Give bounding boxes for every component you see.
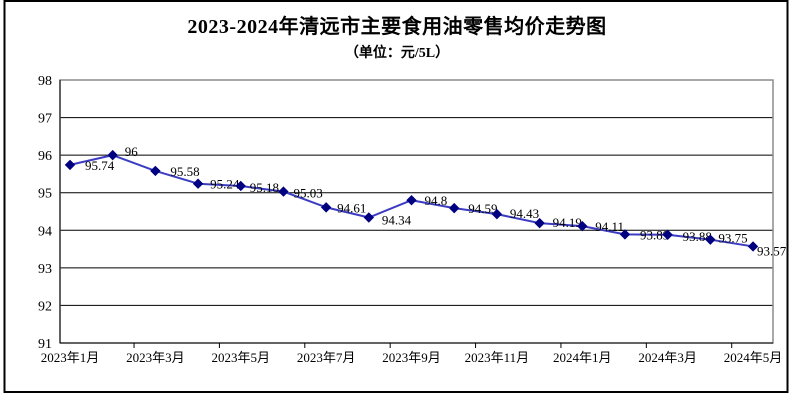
y-axis-tick-label: 91 <box>38 337 52 352</box>
data-point-marker <box>449 202 460 214</box>
data-point-marker <box>107 149 118 161</box>
y-axis-tick-label: 92 <box>38 299 52 314</box>
data-label: 95.74 <box>85 158 115 173</box>
data-point-marker <box>150 165 161 177</box>
chart-subtitle: （单位：元/5L） <box>344 46 450 61</box>
data-point-marker <box>491 208 503 220</box>
data-label: 95.18 <box>250 180 279 195</box>
data-label: 94.11 <box>595 219 624 234</box>
x-axis-tick-label: 2023年1月 <box>41 350 100 365</box>
data-label: 94.19 <box>553 215 582 230</box>
data-label: 96 <box>125 144 139 159</box>
data-point-marker <box>235 180 246 192</box>
data-label: 94.34 <box>382 213 412 228</box>
x-axis-tick-label: 2024年5月 <box>724 350 783 365</box>
data-label: 94.8 <box>425 193 448 208</box>
data-label: 94.59 <box>468 201 497 216</box>
data-label: 95.58 <box>170 164 199 179</box>
x-axis-tick-label: 2023年7月 <box>297 350 356 365</box>
data-point-marker <box>363 212 375 223</box>
data-label: 93.57 <box>757 243 787 258</box>
data-point-marker <box>278 186 289 197</box>
y-axis-tick-label: 97 <box>38 112 52 127</box>
data-point-marker <box>705 234 716 245</box>
x-axis-tick-label: 2023年3月 <box>126 350 185 365</box>
y-axis-tick-label: 96 <box>38 149 52 164</box>
data-point-marker <box>64 159 76 171</box>
data-label: 93.75 <box>718 231 747 246</box>
data-label: 94.43 <box>510 206 539 221</box>
data-point-marker <box>662 229 673 241</box>
data-point-marker <box>320 202 332 213</box>
data-point-marker <box>577 220 588 232</box>
data-label: 93.88 <box>683 229 712 244</box>
data-label: 95.03 <box>293 186 322 201</box>
y-axis-tick-label: 98 <box>38 74 52 89</box>
data-point-marker <box>534 217 545 229</box>
data-point-marker <box>406 195 417 206</box>
y-axis-tick-label: 93 <box>38 262 52 277</box>
y-axis-tick-label: 95 <box>38 187 52 202</box>
x-axis-tick-label: 2023年11月 <box>465 350 530 365</box>
x-axis-tick-label: 2023年9月 <box>382 350 441 365</box>
data-point-marker <box>619 229 631 240</box>
data-point-marker <box>192 178 204 189</box>
data-point-marker <box>747 241 759 252</box>
y-axis-tick-label: 94 <box>38 224 52 239</box>
data-label: 95.24 <box>210 177 240 192</box>
outer-frame <box>3 0 789 393</box>
data-label: 94.61 <box>337 200 366 215</box>
x-axis-tick-label: 2023年5月 <box>212 350 271 365</box>
x-axis-tick-label: 2024年3月 <box>638 350 697 365</box>
x-axis-tick-label: 2024年1月 <box>553 350 612 365</box>
chart-title: 2023-2024年清远市主要食用油零售均价走势图 <box>187 16 607 38</box>
plot-area-border <box>59 79 774 344</box>
data-label: 93.89 <box>640 227 669 242</box>
